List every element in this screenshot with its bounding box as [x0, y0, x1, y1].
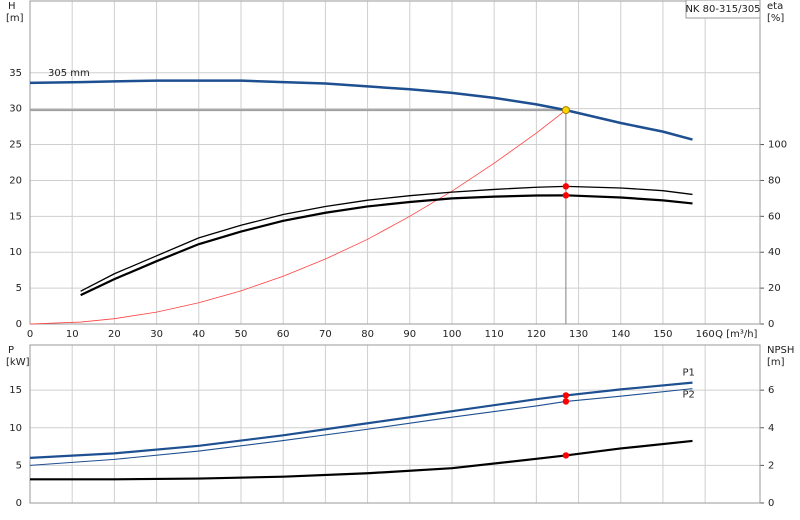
- curve: [29, 109, 567, 325]
- x-tick-label: 70: [319, 329, 332, 340]
- curve: [29, 79, 693, 141]
- y-tick-label: 5: [16, 283, 22, 294]
- y-axis-unit: [kW]: [6, 357, 30, 368]
- y2-tick-label: 100: [768, 140, 787, 151]
- y2-tick-label: 60: [768, 211, 781, 222]
- duty-marker: [562, 398, 570, 405]
- x-tick-label: 110: [485, 329, 504, 340]
- y-tick-label: 15: [9, 385, 22, 396]
- x-tick-label: 10: [66, 329, 79, 340]
- curve: [29, 388, 693, 466]
- x-tick-label: 20: [108, 329, 121, 340]
- series-label: P2: [682, 390, 694, 401]
- curve: [80, 194, 693, 297]
- y-tick-label: 10: [9, 247, 22, 258]
- x-tick-label: 50: [235, 329, 248, 340]
- y-tick-label: 30: [9, 104, 22, 115]
- curve: [30, 439, 693, 481]
- x-tick-label: 120: [527, 329, 546, 340]
- x-tick-label: 30: [150, 329, 163, 340]
- x-axis-label: Q [m³/h]: [715, 329, 757, 340]
- y2-tick-label: 0: [768, 319, 774, 330]
- y-axis-unit: [m]: [6, 13, 24, 24]
- y-tick-label: 25: [9, 140, 22, 151]
- y2-tick-label: 20: [768, 283, 781, 294]
- x-tick-label: 100: [442, 329, 461, 340]
- title-box: [685, 0, 761, 19]
- x-tick-label: 130: [569, 329, 588, 340]
- y2-tick-label: 80: [768, 175, 781, 186]
- plot-frame: [29, 344, 761, 504]
- duty-marker: [562, 392, 570, 399]
- x-tick-label: 160: [696, 329, 715, 340]
- duty-marker: [562, 192, 570, 199]
- x-tick-label: 60: [277, 329, 290, 340]
- y2-tick-label: 0: [768, 498, 774, 509]
- curve: [80, 185, 693, 292]
- duty-marker: [562, 183, 570, 190]
- duty-marker: [562, 452, 570, 459]
- y2-tick-label: 40: [768, 247, 781, 258]
- x-tick-label: 0: [27, 329, 33, 340]
- x-tick-label: 150: [653, 329, 672, 340]
- y-tick-label: 10: [9, 423, 22, 434]
- y2-axis-unit: [%]: [767, 13, 784, 24]
- y-tick-label: 0: [16, 319, 22, 330]
- y-tick-label: 15: [9, 211, 22, 222]
- curve: [29, 381, 693, 459]
- y-axis-label: P: [8, 345, 14, 356]
- y-axis-label: H: [8, 1, 16, 12]
- duty-point: [561, 106, 570, 115]
- y2-tick-label: 2: [768, 460, 774, 471]
- x-tick-label: 80: [361, 329, 374, 340]
- y-tick-label: 20: [9, 175, 22, 186]
- y2-tick-label: 6: [768, 385, 774, 396]
- y-tick-label: 5: [16, 460, 22, 471]
- y2-axis-label: eta: [767, 1, 783, 12]
- series-label: P1: [682, 368, 694, 379]
- y2-axis-unit: [m]: [767, 357, 785, 368]
- y-tick-label: 35: [9, 68, 22, 79]
- series-label: 305 mm: [48, 68, 90, 79]
- plot-frame: [29, 0, 761, 325]
- y2-axis-label: NPSH: [767, 345, 794, 356]
- y-tick-label: 0: [16, 498, 22, 509]
- chart-title: NK 80-315/305: [685, 4, 760, 15]
- x-tick-label: 140: [611, 329, 630, 340]
- x-tick-label: 90: [403, 329, 416, 340]
- x-tick-label: 40: [192, 329, 205, 340]
- y2-tick-label: 4: [768, 423, 774, 434]
